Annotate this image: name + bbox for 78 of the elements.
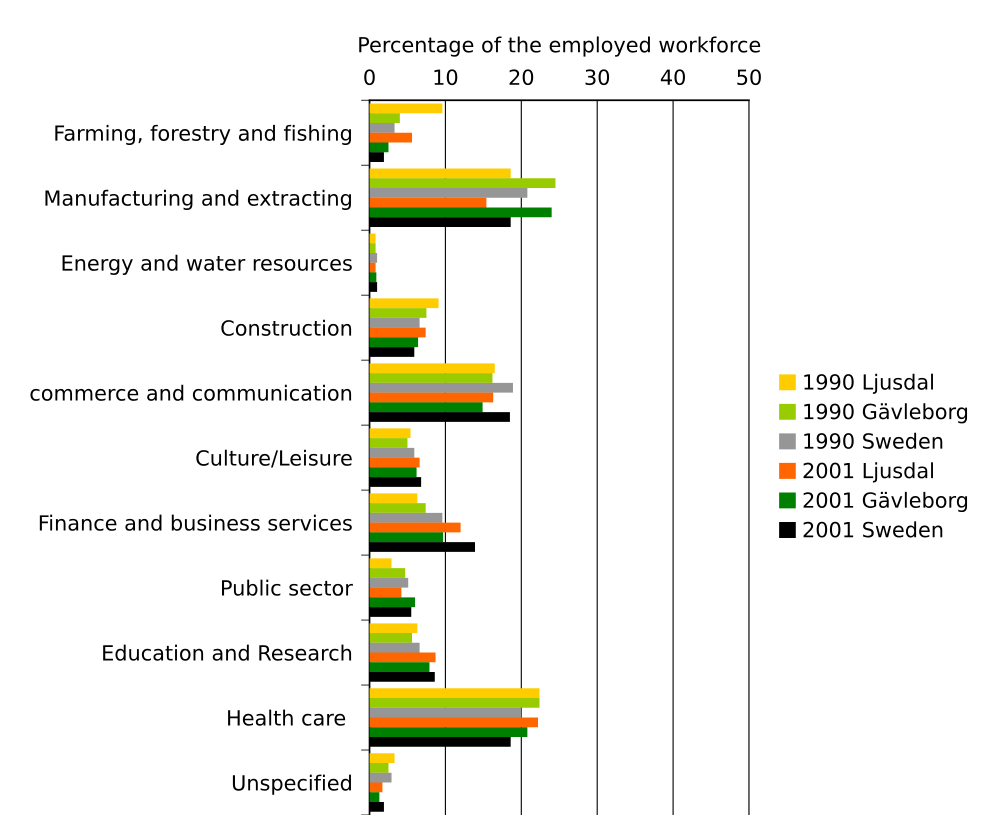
bar	[370, 578, 408, 588]
bar	[370, 402, 483, 412]
bar	[370, 467, 417, 478]
bar	[370, 103, 442, 114]
bar	[370, 493, 418, 504]
y-tick-label: Public sector	[222, 580, 353, 596]
x-tick-label: 20	[510, 69, 534, 86]
bar	[370, 337, 418, 348]
bar	[370, 792, 380, 802]
bar	[370, 698, 540, 708]
bar	[370, 122, 395, 133]
bar	[370, 188, 528, 198]
bar	[370, 718, 538, 728]
bar	[370, 662, 430, 672]
x-tick-label: 30	[586, 69, 610, 86]
bar	[370, 363, 495, 374]
bar	[370, 772, 392, 783]
bar	[370, 623, 418, 634]
y-tick-label: Culture/Leisure	[196, 450, 352, 468]
y-tick-label: Education and Research	[103, 644, 352, 661]
bar	[370, 168, 511, 178]
bar	[370, 428, 410, 438]
bar	[370, 392, 494, 402]
y-tick-label: Unspecified	[232, 774, 351, 795]
x-tick-label: 50	[737, 69, 761, 86]
legend-label: 1990 Ljusdal	[804, 374, 933, 394]
bar	[370, 318, 420, 328]
bar	[370, 588, 402, 598]
bar	[370, 298, 439, 308]
y-tick-label: commerce and communication	[30, 384, 352, 401]
y-tick-label: Manufacturing and extracting	[45, 190, 351, 210]
bar	[370, 243, 376, 253]
bar	[370, 753, 395, 764]
legend-label: 1990 Sweden	[804, 432, 942, 449]
bar	[370, 688, 540, 698]
bar	[370, 642, 420, 653]
bar	[370, 438, 408, 448]
bar	[370, 308, 426, 318]
y-tick-label: Construction	[221, 320, 352, 336]
bar	[370, 448, 414, 458]
y-tick-label: Energy and water resources	[62, 254, 352, 275]
bar	[370, 373, 492, 383]
x-tick-label: 10	[434, 69, 458, 86]
bar	[370, 328, 426, 338]
bar	[370, 532, 444, 542]
bar	[370, 568, 406, 578]
bar	[370, 262, 376, 272]
x-axis-title: Percentage of the employed workforce	[359, 36, 760, 57]
bar	[370, 708, 522, 718]
bar	[370, 652, 436, 662]
bar	[370, 178, 556, 188]
bar	[370, 458, 420, 468]
bar	[370, 558, 392, 568]
x-tick-label: 40	[660, 69, 685, 86]
bar	[370, 142, 388, 152]
bar	[370, 198, 486, 208]
legend-label: 2001 Sweden	[804, 521, 942, 538]
bar	[370, 113, 400, 123]
bar	[370, 272, 376, 282]
bar	[370, 207, 552, 218]
bar	[370, 503, 426, 513]
y-tick-label: Health care	[228, 710, 346, 726]
bar	[370, 382, 513, 393]
bar	[370, 763, 388, 773]
bar	[370, 132, 412, 142]
y-tick-label: Farming, forestry and fishing	[55, 124, 351, 145]
bar	[370, 727, 528, 738]
legend-label: 2001 Gävleborg	[804, 492, 968, 512]
bar	[370, 633, 412, 643]
bar	[370, 522, 461, 532]
y-tick-label: Finance and business services	[40, 514, 352, 531]
x-tick-label: 0	[364, 69, 375, 86]
bar	[370, 782, 382, 792]
legend-label: 2001 Ljusdal	[804, 462, 933, 482]
bar	[370, 512, 442, 523]
bar	[370, 597, 416, 608]
bar	[370, 252, 378, 263]
legend-label: 1990 Gävleborg	[804, 403, 968, 424]
